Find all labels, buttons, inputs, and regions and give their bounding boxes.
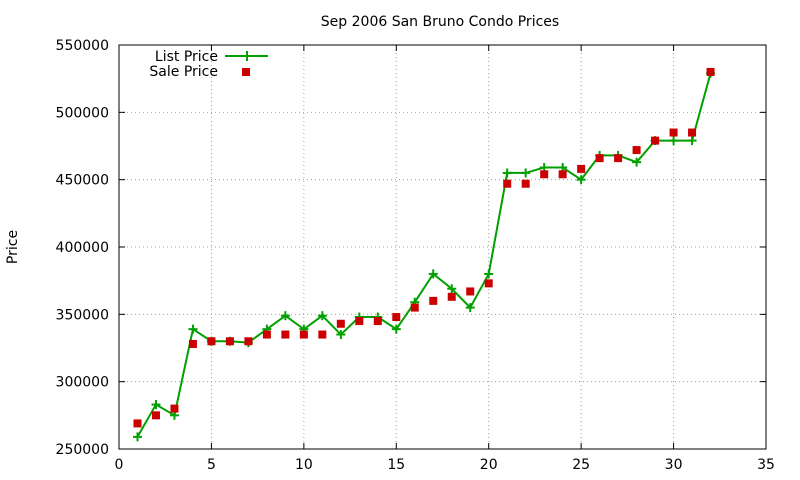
x-tick-label: 15: [387, 457, 405, 473]
point-list-price: [687, 136, 697, 146]
x-tick-label: 20: [480, 457, 498, 473]
y-tick-label: 300000: [56, 375, 109, 391]
x-tick-label: 25: [572, 457, 590, 473]
point-list-price: [576, 175, 586, 185]
x-tick-label: 5: [207, 457, 216, 473]
x-tick-label: 35: [757, 457, 775, 473]
point-sale-price: [355, 317, 364, 326]
point-sale-price: [281, 330, 290, 339]
legend: List Price Sale Price: [149, 49, 268, 80]
point-sale-price: [577, 164, 586, 173]
point-sale-price: [688, 128, 697, 137]
point-sale-price: [151, 411, 160, 420]
point-list-price: [447, 284, 457, 294]
y-tick-label: 500000: [56, 105, 109, 121]
point-sale-price: [558, 170, 567, 179]
point-sale-price: [392, 313, 401, 322]
point-list-price: [502, 168, 512, 178]
point-list-price: [151, 400, 161, 410]
point-sale-price: [133, 419, 142, 428]
point-list-price: [336, 330, 346, 340]
point-sale-price: [503, 179, 512, 188]
point-list-price: [632, 157, 642, 167]
point-sale-price: [318, 330, 327, 339]
point-sale-price: [706, 67, 715, 76]
point-sale-price: [299, 330, 308, 339]
y-tick-label: 450000: [56, 173, 109, 189]
point-sale-price: [669, 128, 678, 137]
point-sale-price: [466, 287, 475, 296]
point-sale-price: [521, 179, 530, 188]
point-sale-price: [373, 317, 382, 326]
point-sale-price: [540, 170, 549, 179]
point-list-price: [188, 324, 198, 334]
point-sale-price: [632, 146, 641, 155]
chart-title: Sep 2006 San Bruno Condo Prices: [321, 14, 559, 30]
x-tick-label: 30: [665, 457, 683, 473]
point-sale-price: [188, 339, 197, 348]
point-list-price: [317, 311, 327, 321]
point-sale-price: [336, 319, 345, 328]
legend-label-list-price: List Price: [155, 49, 218, 65]
legend-label-sale-price: Sale Price: [149, 64, 218, 80]
point-sale-price: [484, 279, 493, 288]
y-tick-labels: 250000 300000 350000 400000 450000 500000 5500…: [56, 38, 109, 458]
point-sale-price: [614, 154, 623, 163]
plot-frame: [118, 44, 767, 450]
legend-marker-list-price: [242, 51, 252, 61]
point-list-price: [521, 168, 531, 178]
legend-marker-sale-price: [242, 68, 250, 76]
point-list-price: [280, 311, 290, 321]
y-axis-label: Price: [5, 230, 21, 264]
point-sale-price: [429, 296, 438, 305]
series-line-list-price: [136, 73, 712, 438]
point-list-price: [484, 269, 494, 279]
point-sale-price: [244, 337, 253, 346]
point-sale-price: [225, 337, 234, 346]
point-list-price: [428, 269, 438, 279]
point-sale-price: [447, 292, 456, 301]
point-sale-price: [595, 154, 604, 163]
point-sale-price: [207, 337, 216, 346]
x-tick-labels: 0 5 10 15 20 25 30 35: [115, 457, 775, 473]
y-tick-label: 400000: [56, 240, 109, 256]
axis-ticks: [118, 44, 767, 450]
plot-series: [132, 67, 716, 442]
x-tick-label: 0: [115, 457, 124, 473]
point-sale-price: [651, 136, 660, 145]
point-list-price: [391, 324, 401, 334]
y-tick-label: 550000: [56, 38, 109, 54]
point-sale-price: [262, 330, 271, 339]
x-tick-label: 10: [295, 457, 313, 473]
point-sale-price: [410, 303, 419, 312]
point-list-price: [669, 136, 679, 146]
point-sale-price: [170, 404, 179, 413]
point-list-price: [132, 432, 142, 442]
y-tick-label: 350000: [56, 307, 109, 323]
grid: [119, 45, 766, 449]
y-tick-label: 250000: [56, 442, 109, 458]
point-list-price: [465, 303, 475, 313]
